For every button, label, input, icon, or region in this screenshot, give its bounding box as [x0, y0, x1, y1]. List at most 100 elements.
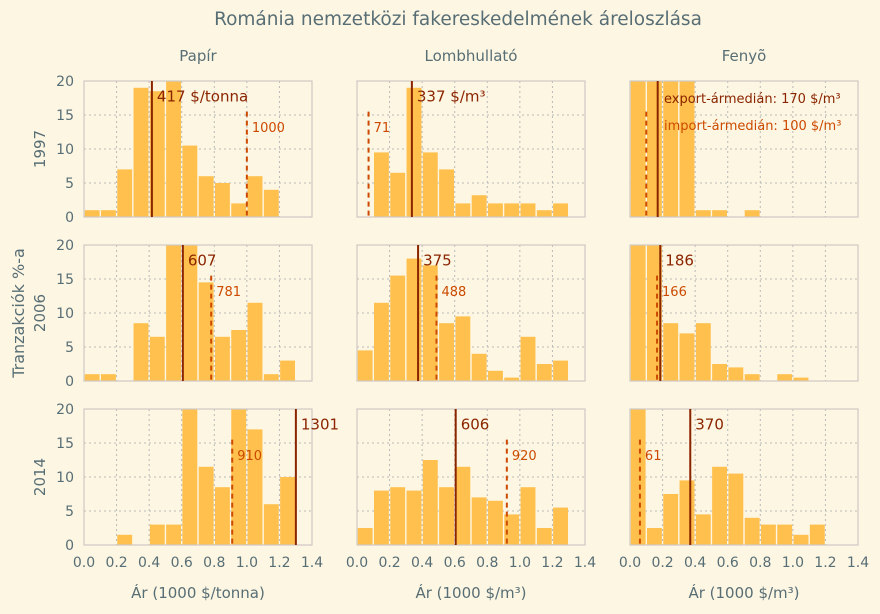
histogram-bar	[712, 210, 728, 217]
histogram-bar	[182, 145, 198, 217]
x-axis-label: Ár (1000 $/m³)	[415, 583, 526, 602]
histogram-bar	[357, 350, 373, 381]
histogram-bar	[663, 494, 679, 545]
y-tick-label: 5	[65, 340, 74, 356]
histogram-bar	[247, 429, 263, 545]
import-median-label: 781	[216, 285, 241, 300]
histogram-bar	[406, 490, 422, 545]
histogram-bar	[406, 87, 422, 217]
histogram-bar	[198, 176, 214, 217]
histogram-bar	[117, 169, 133, 217]
histogram-bar	[280, 360, 296, 381]
x-tick-label: 0.0	[346, 555, 368, 571]
histogram-bar	[263, 504, 279, 545]
histogram-bar	[198, 282, 214, 381]
histogram-bar	[663, 323, 679, 381]
panel-fenyõ-1997	[629, 80, 859, 218]
panel-papír-2014: 0 5 10 15 20 0.0 0.2 0.4 0.6 0.8 1.0 1.2 1.4 1301 910	[56, 402, 339, 571]
histogram-bar	[520, 336, 536, 381]
histogram-bar	[263, 189, 279, 217]
histogram-bar	[695, 323, 711, 381]
import-median-label: 61	[645, 449, 662, 464]
axes-frame	[83, 80, 313, 218]
histogram-bar	[84, 374, 100, 381]
axes-frame	[356, 80, 586, 218]
histogram-bar	[198, 466, 214, 545]
row-label: 2014	[31, 458, 49, 496]
histogram-bar	[214, 336, 230, 381]
histogram-bar	[280, 477, 296, 545]
panel-lombhullató-2014: 0.0 0.2 0.4 0.6 0.8 1.0 1.2 1.4 606 920	[346, 408, 596, 571]
x-tick-label: 1.0	[509, 555, 531, 571]
x-tick-label: 1.2	[268, 555, 290, 571]
histogram-bar	[487, 370, 503, 381]
histogram-bar	[166, 245, 182, 381]
histogram-bar	[231, 409, 247, 545]
histogram-bar	[728, 473, 744, 545]
histogram-bar	[471, 353, 487, 381]
histogram-bar	[166, 81, 182, 217]
x-tick-label: 0.4	[684, 555, 706, 571]
histogram-bar	[133, 323, 149, 381]
export-median-label: 375	[423, 251, 452, 269]
x-tick-label: 1.0	[236, 555, 258, 571]
histogram-bar	[117, 534, 133, 545]
histogram-bar	[744, 210, 760, 217]
histogram-bar	[793, 534, 809, 545]
column-title: Fenyõ	[722, 47, 767, 65]
histogram-bar	[777, 524, 793, 545]
histogram-bar	[373, 152, 389, 217]
histogram-bar	[630, 245, 646, 381]
export-median-label: 337 $/m³	[417, 87, 486, 105]
histogram-bar	[744, 517, 760, 545]
histogram-bar	[487, 500, 503, 545]
histogram-bar	[100, 210, 116, 217]
histogram-bar	[520, 487, 536, 545]
x-tick-label: 0.2	[378, 555, 400, 571]
row-label: 1997	[31, 130, 49, 168]
histogram-bar	[536, 364, 552, 381]
x-tick-label: 0.8	[749, 555, 771, 571]
panel-fenyõ-2006: 186 166	[629, 244, 859, 382]
histogram-bar	[149, 91, 165, 217]
axes-frame	[629, 244, 859, 382]
histogram-bar	[471, 497, 487, 545]
histogram-bar	[406, 258, 422, 381]
histogram-bar	[793, 377, 809, 381]
export-median-label: 1301	[301, 415, 339, 433]
x-tick-label: 0.2	[105, 555, 127, 571]
legend-export-median: export-ármedián: 170 $/m³	[664, 92, 841, 107]
chart-title: Románia nemzetközi fakereskedelmének áre…	[214, 9, 702, 30]
axes-frame	[629, 408, 859, 546]
histogram-bar	[231, 203, 247, 217]
export-median-label: 607	[188, 251, 217, 269]
import-median-label: 1000	[252, 121, 285, 136]
common-y-label: Tranzakciók %-a	[9, 248, 28, 379]
histogram-bar	[100, 374, 116, 381]
histogram-bar	[646, 81, 662, 217]
x-tick-label: 1.2	[541, 555, 563, 571]
histogram-bar	[455, 466, 471, 545]
y-tick-label: 15	[56, 108, 74, 124]
histogram-bar	[455, 316, 471, 381]
histogram-bar	[646, 528, 662, 545]
panel-lombhullató-1997: 337 $/m³ 71	[356, 80, 586, 218]
histogram-bar	[536, 528, 552, 545]
histogram-bar	[166, 524, 182, 545]
x-tick-label: 0.6	[171, 555, 193, 571]
x-tick-label: 0.0	[73, 555, 95, 571]
histogram-bar	[679, 333, 695, 381]
histogram-bar	[553, 507, 569, 545]
x-tick-label: 0.8	[476, 555, 498, 571]
x-tick-label: 1.0	[782, 555, 804, 571]
column-title: Lombhullató	[424, 47, 517, 65]
y-tick-label: 10	[56, 470, 74, 486]
histogram-bar	[247, 176, 263, 217]
y-tick-label: 0	[65, 538, 74, 554]
histogram-bar	[777, 374, 793, 381]
x-tick-label: 1.2	[814, 555, 836, 571]
histogram-bar	[231, 330, 247, 381]
histogram-bar	[679, 480, 695, 545]
axes-frame	[83, 244, 313, 382]
